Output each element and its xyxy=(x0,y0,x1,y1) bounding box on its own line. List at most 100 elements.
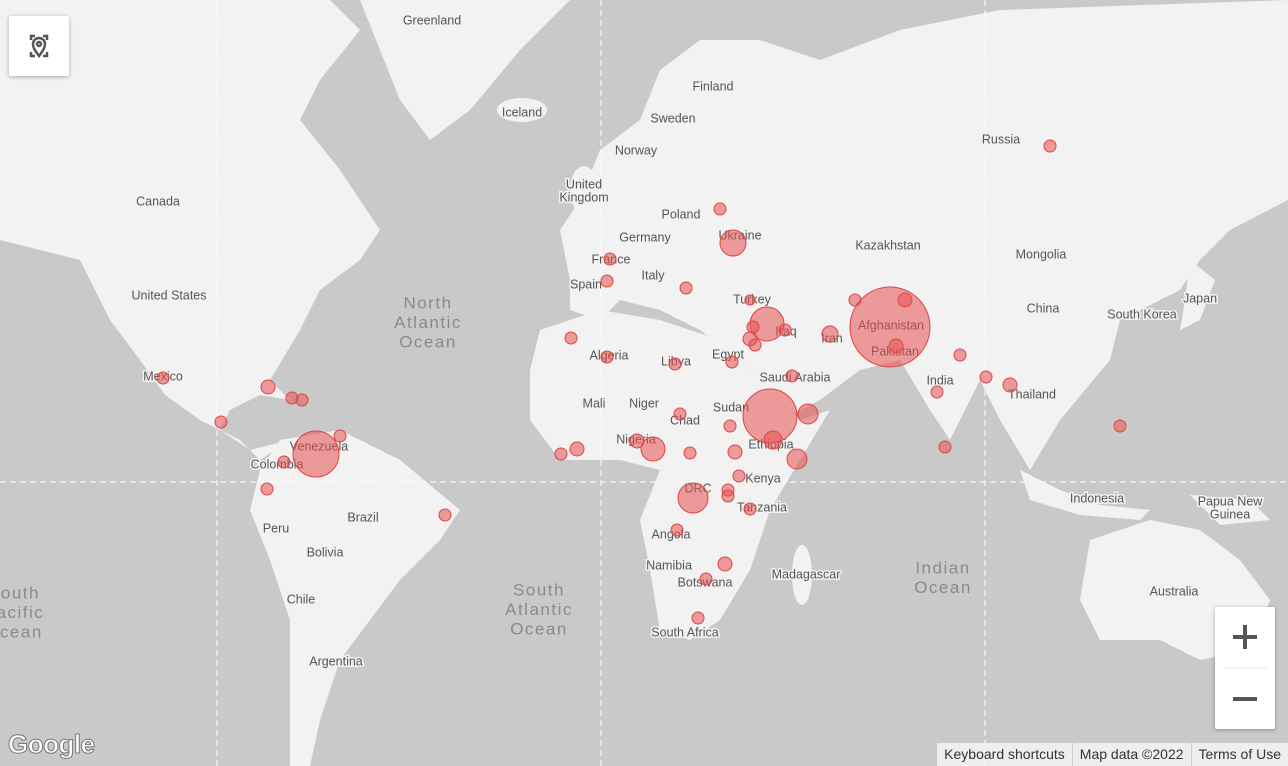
marker-circle xyxy=(260,379,276,395)
locate-icon xyxy=(29,34,49,59)
ocean-label: North xyxy=(403,293,452,312)
marker-circle xyxy=(723,419,737,433)
ocean-label: Ocean xyxy=(0,622,43,641)
marker-circle xyxy=(953,348,967,362)
place-label: Madagascar xyxy=(772,567,841,581)
marker-circle xyxy=(748,338,762,352)
marker-circle xyxy=(888,338,904,354)
marker-circle xyxy=(683,446,697,460)
zoom-icons xyxy=(1223,625,1267,701)
place-label: Sweden xyxy=(650,111,695,125)
place-label: Niger xyxy=(629,396,659,410)
marker-circle xyxy=(292,430,340,478)
place-label: Brazil xyxy=(347,510,378,524)
marker-circle xyxy=(727,444,743,460)
marker-circle xyxy=(670,523,684,537)
place-label: Namibia xyxy=(646,558,692,572)
place-label: South Korea xyxy=(1107,307,1177,321)
marker-circle xyxy=(603,252,617,266)
locate-button[interactable] xyxy=(9,16,69,76)
ocean-label: Atlantic xyxy=(505,600,573,619)
place-label: Iceland xyxy=(502,105,542,119)
marker-circle xyxy=(849,286,931,368)
marker-circle xyxy=(778,323,792,337)
zoom-control xyxy=(1215,607,1275,729)
marker-circle xyxy=(554,447,568,461)
place-label: Spain xyxy=(570,277,602,291)
ocean-label: Ocean xyxy=(510,619,568,638)
place-label: Greenland xyxy=(403,13,461,27)
marker-circle xyxy=(930,385,944,399)
logo: Google xyxy=(8,729,96,760)
marker-circle xyxy=(679,281,693,295)
marker-circle xyxy=(564,331,578,345)
place-label: Kingdom xyxy=(559,190,608,204)
place-label: Argentina xyxy=(309,654,363,668)
place-label: Finland xyxy=(693,79,734,93)
ocean-label: Indian xyxy=(915,558,970,577)
marker-circle xyxy=(569,441,585,457)
marker-circle xyxy=(1113,419,1127,433)
ocean-label: South xyxy=(0,583,40,602)
place-label: Italy xyxy=(642,268,666,282)
marker-circle xyxy=(797,403,819,425)
place-label: Thailand xyxy=(1008,387,1056,401)
marker-circle xyxy=(691,611,705,625)
ocean-label: Ocean xyxy=(399,332,457,351)
marker-circle xyxy=(1043,139,1057,153)
marker-circle xyxy=(821,325,839,343)
marker-circle xyxy=(438,508,452,522)
marker-circle xyxy=(677,482,709,514)
marker-circle xyxy=(277,455,291,469)
ocean-label: South xyxy=(513,580,565,599)
place-label: Germany xyxy=(619,230,671,244)
marker-circle xyxy=(938,440,952,454)
marker-circle xyxy=(640,436,666,462)
marker-circle xyxy=(629,433,645,449)
place-label: Canada xyxy=(136,194,180,208)
place-label: Chile xyxy=(287,592,316,606)
place-label: Mongolia xyxy=(1016,247,1067,261)
marker-circle xyxy=(717,556,733,572)
place-label: India xyxy=(926,373,953,387)
ocean-label: Ocean xyxy=(914,578,972,597)
marker-circle xyxy=(732,469,746,483)
terms-link[interactable]: Terms of Use xyxy=(1190,743,1288,766)
place-label: Peru xyxy=(263,521,289,535)
place-label: Bolivia xyxy=(307,545,344,559)
place-label: Kazakhstan xyxy=(855,238,920,252)
marker-circle xyxy=(713,202,727,216)
place-label: Sudan xyxy=(713,400,749,414)
marker-circle xyxy=(214,415,228,429)
marker-circle xyxy=(743,502,757,516)
marker-circle xyxy=(719,229,747,257)
marker-circle xyxy=(786,448,808,470)
place-label: Indonesia xyxy=(1070,491,1124,505)
place-label: Mali xyxy=(583,396,606,410)
marker-circle xyxy=(1002,377,1018,393)
map-data: Map data ©2022 xyxy=(1071,743,1191,766)
place-label: Kenya xyxy=(745,471,780,485)
marker-circle xyxy=(600,274,614,288)
marker-circle xyxy=(673,407,687,421)
footer: Keyboard shortcuts Map data ©2022 Terms … xyxy=(937,743,1288,766)
place-label: United States xyxy=(131,288,206,302)
place-label: Norway xyxy=(615,143,658,157)
marker-circle xyxy=(156,371,170,385)
place-label: South Africa xyxy=(651,625,718,639)
marker-circle xyxy=(725,355,739,369)
marker-circle xyxy=(333,429,347,443)
place-label: Australia xyxy=(1150,584,1199,598)
marker-circle xyxy=(295,393,309,407)
marker-circle xyxy=(763,430,783,450)
place-label: Japan xyxy=(1183,291,1217,305)
keyboard-shortcuts[interactable]: Keyboard shortcuts xyxy=(944,746,1065,762)
marker-circle xyxy=(785,369,799,383)
marker-circle xyxy=(744,294,756,306)
ocean-label: Pacific xyxy=(0,603,44,622)
marker-circle xyxy=(721,489,735,503)
marker-circle xyxy=(699,572,713,586)
